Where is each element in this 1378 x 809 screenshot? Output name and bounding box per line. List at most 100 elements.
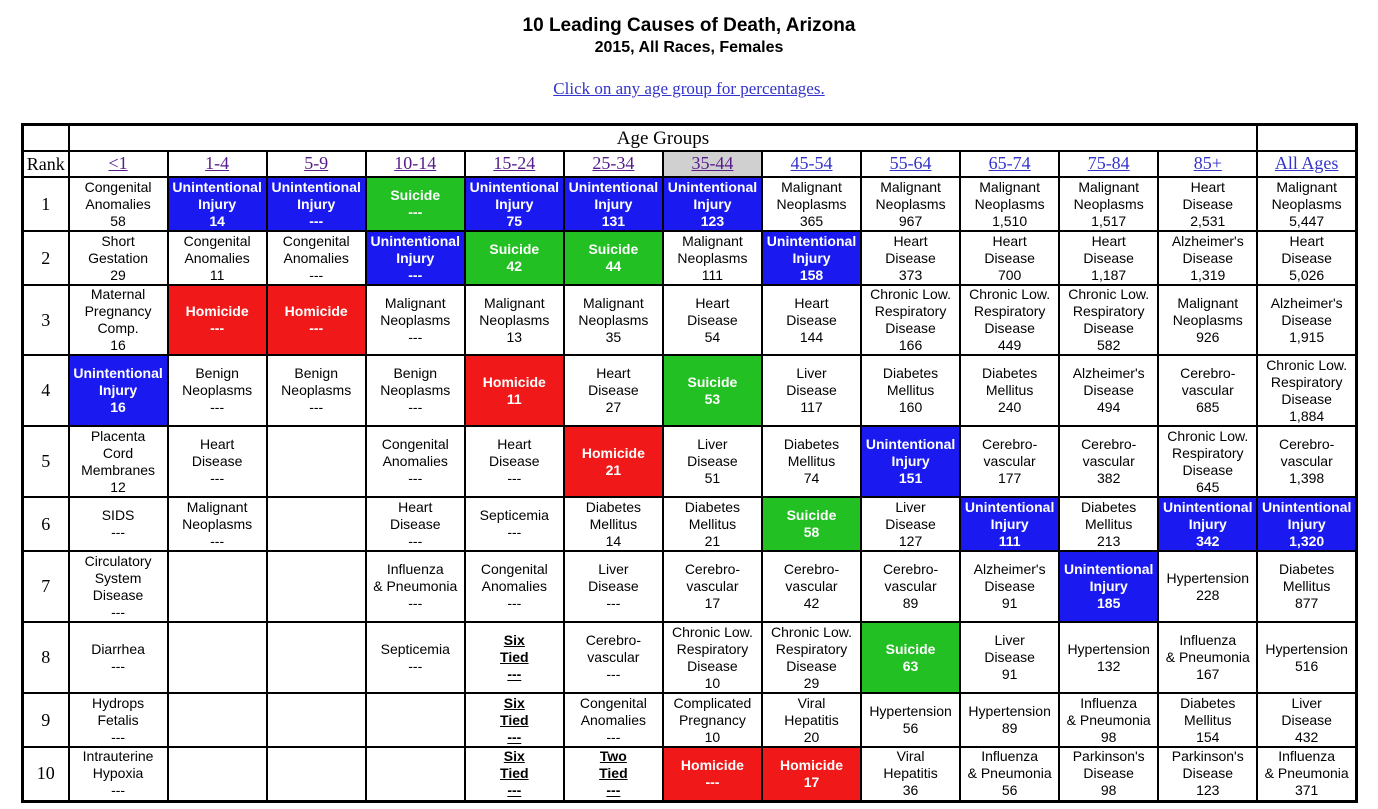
death-count: ---	[408, 204, 423, 220]
cause-label: Unintentional	[766, 232, 857, 249]
cause-label: Injury	[792, 249, 831, 266]
cause-label: Fetalis	[97, 711, 139, 728]
cause-cell-rank8-85-plus: Influenza & Pneumonia 167	[1157, 621, 1259, 694]
cause-cell-rank10-85-plus: Parkinson's Disease 123	[1157, 746, 1259, 802]
death-count: 1,517	[1091, 212, 1127, 229]
cause-label: Liver	[697, 436, 728, 452]
cause-label: Malignant	[1276, 178, 1338, 195]
cause-cell-rank8-15-24[interactable]: Six Tied ---	[463, 621, 565, 694]
death-count: 926	[1196, 328, 1220, 345]
age-group-link-45-54[interactable]: 45-54	[790, 153, 833, 173]
age-group-link-5-9[interactable]: 5-9	[304, 153, 329, 173]
cause-cell-rank5-15-24: Heart Disease ---	[463, 425, 565, 498]
death-count: 5,447	[1289, 212, 1325, 229]
cause-cell-rank2-10-14: Unintentional Injury ---	[364, 230, 466, 286]
instruction-container: Click on any age group for percentages.	[0, 79, 1378, 99]
age-group-link-15-24[interactable]: 15-24	[493, 153, 536, 173]
cause-label: Homicide	[680, 756, 744, 773]
cause-cell-rank9-10-14	[364, 692, 466, 748]
cause-cell-rank6-5-9	[265, 496, 367, 552]
death-count: 35	[605, 328, 622, 345]
cause-label: Neoplasms	[479, 311, 550, 328]
cause-cell-rank5-25-34: Homicide 21	[562, 425, 664, 498]
death-count: 1,915	[1289, 328, 1325, 345]
cause-cell-rank9-75-84: Influenza & Pneumonia 98	[1058, 692, 1160, 748]
cause-cell-rank9-5-9	[265, 692, 367, 748]
age-group-link-under-1[interactable]: <1	[108, 153, 128, 173]
cause-cell-rank9-15-24[interactable]: Six Tied ---	[463, 692, 565, 748]
cause-label: Gestation	[88, 249, 149, 266]
cause-label: Six	[503, 694, 525, 711]
age-group-link-all-ages[interactable]: All Ages	[1274, 153, 1339, 173]
death-count: 373	[898, 266, 923, 283]
cause-label: Injury	[693, 195, 732, 212]
cause-label: Neoplasms	[578, 311, 649, 328]
cause-label: Cerebro-	[1180, 365, 1236, 381]
death-count: ---	[705, 773, 720, 790]
cause-label: Suicide	[390, 187, 441, 203]
leading-causes-table: Age Groups Rank <1 1-4 5-9 10-14 15-24 25-34 3…	[21, 123, 1358, 803]
age-group-percentages-link[interactable]: Click on any age group for percentages.	[553, 79, 825, 98]
age-group-link-85-plus[interactable]: 85+	[1193, 153, 1222, 173]
age-group-link-1-4[interactable]: 1-4	[205, 153, 230, 173]
death-count: ---	[606, 666, 621, 682]
cause-cell-rank10-25-34[interactable]: Two Tied ---	[562, 746, 664, 802]
cause-label: Injury	[891, 453, 930, 469]
cause-label: Respiratory	[676, 640, 749, 657]
age-group-link-75-84[interactable]: 75-84	[1087, 153, 1130, 173]
death-count: 10	[704, 674, 721, 691]
cause-cell-rank10-5-9	[265, 746, 367, 802]
cause-cell-rank1-35-44: Unintentional Injury 123	[661, 176, 763, 232]
cause-label: Congenital	[183, 232, 251, 249]
cause-label: Placenta	[90, 427, 146, 444]
death-count: 494	[1097, 399, 1121, 415]
cause-cell-rank8-45-54: Chronic Low. Respiratory Disease 29	[760, 621, 863, 694]
cause-cell-rank7-25-34: Liver Disease ---	[562, 550, 664, 623]
age-group-link-35-44[interactable]: 35-44	[691, 153, 734, 173]
death-count: 240	[997, 399, 1022, 415]
death-count: ---	[210, 470, 225, 486]
age-group-link-65-74[interactable]: 65-74	[988, 153, 1031, 173]
cause-cell-rank1-85-plus: Heart Disease 2,531	[1157, 176, 1259, 232]
cause-cell-rank3-55-64: Chronic Low. Respiratory Disease 166	[860, 284, 962, 356]
death-count: ---	[111, 603, 126, 620]
cause-cell-rank7-75-84: Unintentional Injury 185	[1058, 550, 1160, 623]
cause-label: Parkinson's	[1072, 748, 1145, 765]
cause-label: Neoplasms	[1172, 311, 1243, 328]
age-column-1-4: 1-4	[166, 150, 268, 178]
cause-cell-rank2-all-ages: Heart Disease 5,026	[1256, 230, 1358, 286]
corner-cell	[21, 123, 70, 152]
cause-label: Heart	[1091, 232, 1126, 249]
age-group-link-55-64[interactable]: 55-64	[889, 153, 932, 173]
cause-label: Injury	[1287, 515, 1326, 532]
rank-row-4: 4 Unintentional Injury 16 Benign Neoplasms ---…	[21, 354, 1358, 427]
death-count: 700	[997, 266, 1022, 283]
cause-cell-rank4-65-74: Diabetes Mellitus 240	[959, 354, 1061, 427]
cause-label: Disease	[885, 515, 936, 532]
cause-cell-rank8-all-ages: Hypertension 516	[1256, 621, 1358, 694]
rank-row-2: 2 Short Gestation 29 Congenital Anomalies 11 Co…	[21, 230, 1358, 286]
cause-cell-rank6-10-14: Heart Disease ---	[364, 496, 466, 552]
cause-label: Congenital	[84, 178, 152, 195]
age-group-link-10-14[interactable]: 10-14	[394, 153, 437, 173]
cause-label: Disease	[786, 382, 837, 398]
cause-cell-rank8-1-4	[166, 621, 268, 694]
cause-label: Homicide	[185, 303, 249, 319]
death-count: 1,398	[1289, 470, 1325, 486]
age-group-link-25-34[interactable]: 25-34	[592, 153, 635, 173]
cause-label: Disease	[687, 657, 738, 674]
cause-label: Congenital	[381, 436, 449, 452]
death-count: ---	[408, 328, 423, 345]
cause-label: Mellitus	[985, 382, 1034, 398]
cause-cell-rank10-15-24[interactable]: Six Tied ---	[463, 746, 565, 802]
cause-label: Diabetes	[1081, 498, 1137, 515]
cause-label: Disease	[786, 657, 837, 674]
cause-cell-rank7-35-44: Cerebro-vascular 17	[661, 550, 763, 623]
cause-cell-rank2-45-54: Unintentional Injury 158	[760, 230, 863, 286]
rank-row-8: 8 Diarrhea --- Septicemia --- Six Tied --- Cereb…	[21, 621, 1358, 694]
cause-label: Malignant	[781, 178, 842, 195]
cause-cell-rank1-75-84: Malignant Neoplasms 1,517	[1058, 176, 1160, 232]
cause-label: Unintentional	[1063, 561, 1154, 577]
cause-cell-rank1-10-14: Suicide ---	[364, 176, 466, 232]
death-count: 91	[1001, 595, 1018, 611]
